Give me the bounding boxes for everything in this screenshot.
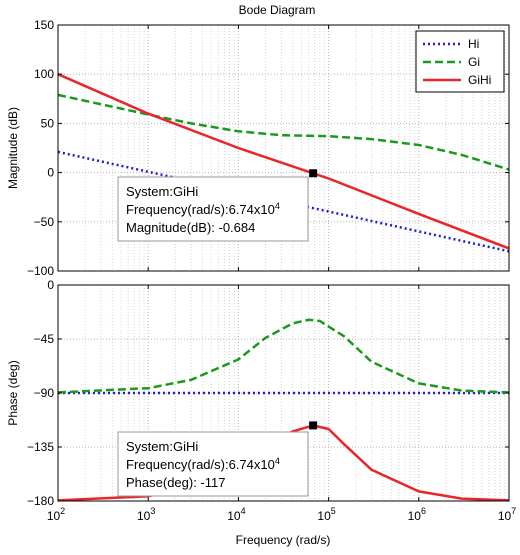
y-tick-label: 100: [34, 67, 54, 81]
series-line-gi: [57, 318, 510, 394]
x-tick-label: 104: [227, 506, 245, 523]
y-tick-label: 0: [47, 166, 54, 180]
chart-title: Bode Diagram: [239, 3, 316, 17]
y-tick-label: −45: [34, 332, 55, 346]
magnitude-datatip-value: Magnitude(dB): -0.684: [126, 220, 255, 235]
y-tick-label: −100: [27, 264, 54, 278]
magnitude-axis-label: Magnitude (dB): [6, 107, 20, 189]
y-tick-label: −135: [27, 440, 54, 454]
magnitude-datatip[interactable]: System:GiHi Frequency(rad/s):6.74x104 Ma…: [117, 169, 318, 242]
legend-label-gihi: GiHi: [468, 73, 491, 87]
x-ticks: 102 103 104 105 106 107: [47, 25, 516, 523]
y-tick-label: 50: [41, 116, 55, 130]
x-tick-label: 105: [317, 506, 335, 523]
magnitude-plot: 150 100 50 0 −50 −100 Magnitude (dB) Hi Gi Gi…: [6, 18, 510, 278]
y-tick-label: 0: [47, 278, 54, 292]
phase-datatip-system: System:GiHi: [126, 439, 198, 454]
magnitude-datatip-marker[interactable]: [309, 169, 318, 178]
phase-datatip-marker[interactable]: [309, 421, 318, 430]
y-tick-label: −90: [34, 386, 55, 400]
x-axis-label: Frequency (rad/s): [236, 533, 331, 547]
legend: Hi Gi GiHi: [415, 30, 505, 93]
phase-datatip-box: [117, 431, 309, 497]
y-tick-label: −50: [34, 215, 55, 229]
x-tick-label: 107: [498, 506, 516, 523]
phase-datatip-value: Phase(deg): -117: [126, 475, 226, 490]
magnitude-datatip-box: [117, 176, 309, 242]
magnitude-datatip-system: System:GiHi: [126, 184, 198, 199]
phase-axis-label: Phase (deg): [6, 360, 20, 425]
magnitude-plot-frame: [57, 24, 510, 272]
phase-plot: 0 −45 −90 −135 −180 Phase (deg) System:GiHi …: [6, 278, 510, 508]
legend-label-gi: Gi: [468, 55, 480, 69]
magnitude-grid: [57, 24, 509, 272]
magnitude-datatip-frequency: Frequency(rad/s):6.74x104: [126, 201, 280, 217]
legend-label-hi: Hi: [468, 37, 479, 51]
series-line-gi: [57, 93, 510, 171]
y-tick-label: −180: [27, 494, 54, 508]
x-tick-label: 106: [408, 506, 426, 523]
x-tick-label: 102: [47, 506, 65, 523]
magnitude-y-ticks: 150 100 50 0 −50 −100: [27, 18, 509, 278]
y-tick-label: 150: [34, 18, 54, 32]
phase-y-ticks: 0 −45 −90 −135 −180: [27, 278, 509, 508]
phase-datatip-frequency: Frequency(rad/s):6.74x104: [126, 456, 280, 472]
phase-datatip[interactable]: System:GiHi Frequency(rad/s):6.74x104 Ph…: [117, 421, 318, 497]
x-tick-label: 103: [137, 506, 155, 523]
